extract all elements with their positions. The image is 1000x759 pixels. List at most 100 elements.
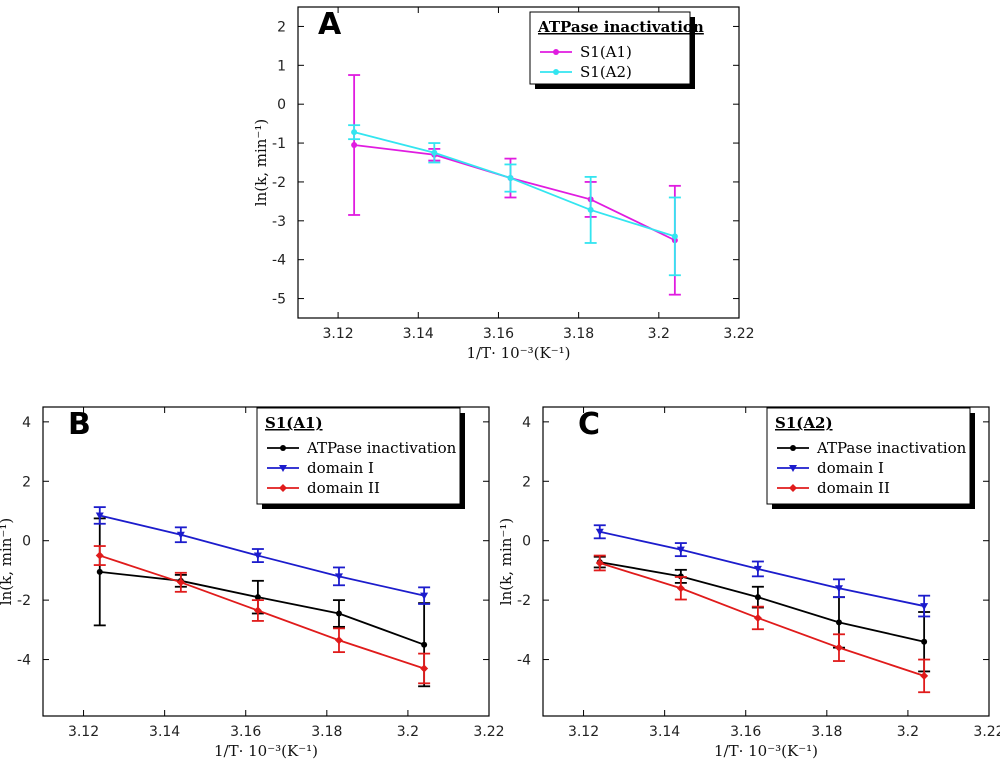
panel-letter: C [578,407,600,442]
plot-frame [297,6,740,319]
data-point [753,613,762,622]
x-tick-label: 3.16 [230,724,261,740]
data-point [920,671,929,680]
legend-marker [789,484,797,492]
legend-marker [553,49,559,55]
panel-letter: B [68,407,91,442]
data-point [834,643,843,652]
y-tick-label: -4 [272,253,286,269]
x-axis-label: 1/T· 10⁻³(K⁻¹) [714,742,818,759]
legend: S1(A1) ATPase inactivation domain I domain … [256,407,465,509]
data-point [587,206,594,213]
y-tick-label: 2 [522,474,531,490]
legend-entry: domain II [307,479,380,497]
y-tick-label: -1 [272,136,286,152]
data-point [753,565,762,573]
series-atpase-inactivation [593,555,931,673]
series-line [99,571,425,646]
data-point [253,606,262,615]
x-tick-label: 3.2 [397,724,419,740]
y-tick-label: 0 [522,534,531,550]
data-point [595,558,604,567]
y-tick-label: -3 [272,214,286,230]
data-point [254,594,261,601]
series-domain-i [93,506,431,605]
x-tick-label: 3.12 [568,724,599,740]
data-point [676,546,685,554]
data-point [96,568,103,575]
data-point [351,142,358,149]
data-point [253,552,262,560]
x-tick-label: 3.18 [563,326,594,342]
data-point [351,129,358,136]
legend-marker [280,445,286,451]
legend-entry: domain I [307,459,374,477]
y-axis-label: ln(k, min⁻¹) [497,518,515,605]
data-point [835,619,842,626]
data-point [754,594,761,601]
y-tick-label: 2 [277,19,286,35]
data-point [671,233,678,240]
series-s1-a2 [348,124,681,277]
series-s1-a1 [348,74,681,296]
series-line [99,554,425,670]
data-point [420,664,429,673]
data-point [420,592,429,600]
y-tick-label: 2 [22,474,31,490]
data-point [334,573,343,581]
x-tick-label: 3.12 [68,724,99,740]
series-line [599,530,925,607]
chart-panel-b: 3.12 3.14 3.16 3.18 3.2 3.22 4 2 0 -2 -4 1/T· 10⁻³(… [0,406,505,759]
data-point [676,584,685,593]
x-tick-label: 3.14 [403,326,434,342]
legend-marker [553,69,559,75]
y-tick-label: -2 [517,593,531,609]
y-tick-label: 1 [277,58,286,74]
x-tick-label: 3.2 [897,724,919,740]
x-tick-label: 3.22 [723,326,754,342]
y-axis-label: ln(k, min⁻¹) [252,119,270,206]
data-point [176,578,185,587]
legend-entry: ATPase inactivation [816,439,967,457]
x-tick-label: 3.14 [149,724,180,740]
y-tick-label: -2 [272,175,286,191]
legend-marker [279,484,287,492]
legend: ATPase inactivation S1(A1) S1(A2) [529,11,704,89]
legend-entry: domain I [817,459,884,477]
series-domain-ii [593,554,931,694]
series-atpase-inactivation [93,517,431,688]
data-point [431,149,438,156]
data-point [95,551,104,560]
x-tick-label: 3.12 [323,326,354,342]
legend-marker [790,445,796,451]
y-tick-label: -4 [17,653,31,669]
chart-panel-a: 3.12 3.14 3.16 3.18 3.2 3.22 2 1 0 -1 -2 -3 -4 -5 1/T·… [252,6,755,362]
data-point [421,641,428,648]
data-point [921,638,928,645]
data-point [335,610,342,617]
y-tick-label: 0 [22,534,31,550]
x-tick-label: 3.16 [730,724,761,740]
plot-frame [42,406,490,717]
legend-entry: ATPase inactivation [306,439,457,457]
legend-title: S1(A1) [265,414,323,432]
x-tick-label: 3.18 [311,724,342,740]
y-tick-label: 4 [22,415,31,431]
series-domain-i [593,524,931,618]
x-tick-label: 3.14 [649,724,680,740]
y-tick-label: 4 [522,415,531,431]
legend-entry: domain II [817,479,890,497]
legend-entry: S1(A2) [580,63,632,81]
y-tick-label: -4 [517,653,531,669]
x-tick-label: 3.22 [473,724,504,740]
data-point [834,585,843,593]
legend-entry: S1(A1) [580,43,632,61]
data-point [334,636,343,645]
series-line [353,131,676,238]
x-tick-label: 3.16 [483,326,514,342]
legend-marker [279,465,287,472]
x-tick-label: 3.22 [973,724,1000,740]
x-tick-label: 3.2 [648,326,670,342]
data-point [176,531,185,539]
